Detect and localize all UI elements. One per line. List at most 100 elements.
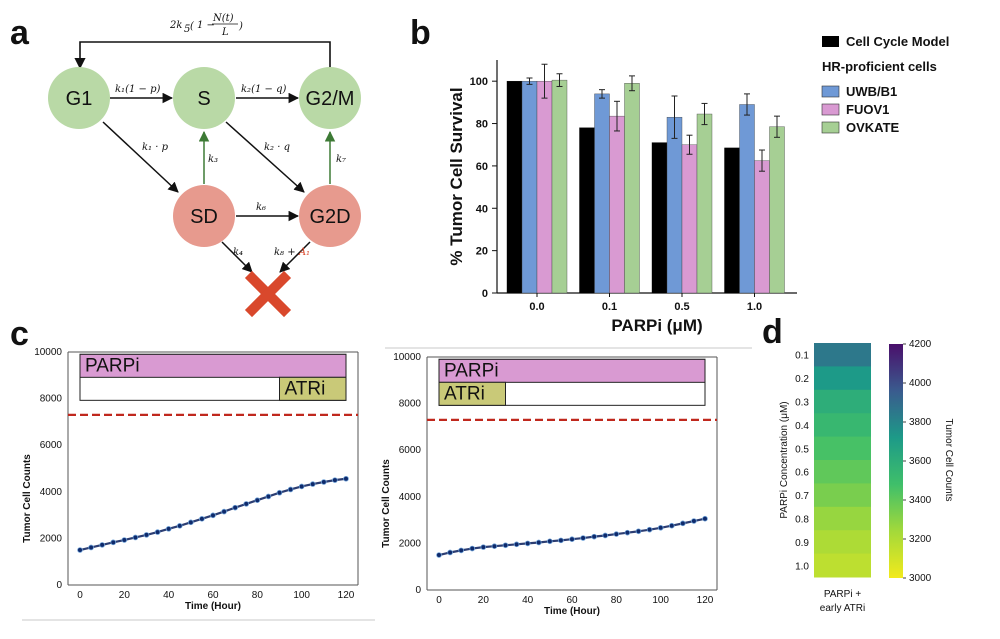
legend-swatch-uwb-b1: [821, 85, 840, 98]
tumor-count-point: [535, 539, 542, 546]
bar-y-tick-label: 40: [476, 203, 488, 215]
line-x-tick-label: 20: [478, 595, 490, 606]
heatmap-row-label: 0.9: [795, 538, 809, 549]
cell-death-x-icon: [244, 270, 292, 318]
colorbar-tick-label: 3000: [909, 573, 932, 584]
tumor-count-point: [458, 547, 464, 554]
rate-s-g2m: k₂(1 − q): [241, 84, 286, 95]
bar-uwb-b1-1.0: [739, 104, 755, 294]
bar-ovkate-0.1: [624, 83, 640, 294]
line-y-tick-label: 4000: [399, 492, 422, 503]
tumor-count-point: [121, 537, 128, 543]
line-x-tick-label: 0: [436, 595, 442, 606]
tumor-count-point: [569, 536, 575, 543]
tumor-count-point: [332, 477, 338, 483]
line-chart-late-atri: 0 2000 4000 6000 8000 10000 0 20 40 60 80 100 120 Tim…: [22, 347, 359, 612]
node-sd-label: SD: [190, 206, 218, 228]
tumor-count-point: [436, 552, 442, 558]
line-y-tick-label: 6000: [40, 440, 63, 451]
tumor-count-point: [321, 479, 327, 485]
treatment-label-parpi: PARPi: [85, 355, 140, 376]
bar-ovkate-0.5: [696, 113, 713, 294]
heatmap-cell-0.4: [814, 413, 871, 438]
bar-legend: Cell Cycle Model HR-proficient cells UWB/B…: [821, 34, 949, 135]
feedback-rate-label: 2k 5 ( 1 − N(t) L ): [169, 13, 243, 38]
legend-label-cell-cycle-model: Cell Cycle Model: [846, 34, 949, 49]
line-x-tick-label: 0: [77, 590, 83, 601]
heatmap-row-label: 0.1: [795, 351, 809, 362]
legend-label-uwb-b1: UWB/B1: [846, 84, 897, 99]
line-chart-early-atri: 0 2000 4000 6000 8000 10000 0 20 40 60 80 100 120 Tim…: [381, 352, 718, 617]
legend-swatch-cell-cycle-model: [822, 36, 839, 47]
bar-y-tick-label: 100: [470, 76, 488, 88]
tumor-count-point: [210, 512, 216, 519]
node-s-label: S: [197, 88, 210, 110]
feedback-denominator: L: [221, 27, 229, 38]
legend-swatch-fuov1: [821, 103, 840, 116]
bar-fuov1-0.5: [681, 144, 698, 294]
tumor-count-point: [188, 519, 194, 526]
bar-y-tick-label: 20: [476, 246, 488, 258]
bar-y-tick-label: 60: [476, 161, 488, 173]
bar-cell-cycle-model-1.0: [724, 147, 740, 294]
line-y-tick-label: 10000: [34, 347, 62, 358]
heatmap-cell-0.8: [814, 506, 871, 531]
bar-fuov1-0.0: [536, 80, 553, 294]
heatmap-row-label: 0.8: [795, 515, 809, 526]
tumor-count-point: [602, 532, 609, 539]
heatmap-y-axis-title: PARPi Concentration (μM): [779, 401, 790, 518]
tumor-count-point: [99, 542, 105, 548]
line-x-tick-label: 120: [338, 590, 355, 601]
heatmap-cell-0.5: [814, 436, 871, 461]
panel-label-d: d: [762, 313, 783, 351]
line-x-tick-label: 100: [293, 590, 310, 601]
bar-ovkate-0.0: [551, 79, 568, 294]
bar-uwb-b1-0.0: [521, 80, 538, 294]
tumor-count-point: [558, 537, 564, 544]
feedback-arrow: [74, 41, 331, 70]
colorbar: [889, 344, 903, 578]
tumor-count-point: [691, 518, 697, 524]
node-sd: SD: [173, 185, 235, 247]
heatmap-cell-0.2: [814, 366, 871, 391]
heatmap-x-label-line2: early ATRi: [820, 603, 865, 614]
line-y-tick-label: 8000: [399, 399, 422, 410]
bar-y-tick-label: 0: [482, 288, 488, 300]
tumor-count-point: [199, 516, 205, 522]
tumor-count-point: [635, 528, 642, 535]
bar-x-tick-label: 1.0: [747, 301, 762, 313]
arrow-g1-sd: [102, 121, 179, 193]
heatmap-row-label: 0.5: [795, 444, 809, 455]
colorbar-tick-label: 3400: [909, 495, 932, 506]
rate-g1-sd: k₁ · p: [142, 142, 169, 153]
line-y-axis-title: Tumor Cell Counts: [22, 454, 33, 543]
panel-d: d 0.1 0.2 0.3 0.4 0.5 0.6 0.7 0.8 0.9 1.0 PARPi Co…: [762, 313, 954, 614]
rate-g1-s: k₁(1 − p): [115, 84, 160, 95]
bar-uwb-b1-0.5: [666, 116, 683, 294]
line-y-axis-title: Tumor Cell Counts: [381, 459, 392, 548]
arrow-s-g2d: [225, 121, 305, 193]
tumor-count-point: [165, 526, 172, 532]
colorbar-tick-label: 3600: [909, 456, 932, 467]
tumor-count-point: [232, 504, 238, 511]
tumor-count-point: [624, 529, 631, 536]
line-y-tick-label: 0: [56, 580, 62, 591]
line-x-tick-label: 120: [697, 595, 714, 606]
line-y-tick-label: 6000: [399, 445, 422, 456]
bar-x-axis-title: PARPi (μM): [611, 316, 702, 335]
panel-a: a 2k 5 ( 1 − N(t) L ) k₁(1 − p) k₂(1 − q…: [10, 13, 361, 318]
tumor-count-point: [513, 541, 520, 548]
colorbar-title: Tumor Cell Counts: [943, 419, 954, 502]
tumor-count-point: [221, 508, 227, 515]
rate-sd-s: k₃: [208, 154, 218, 165]
tumor-count-point: [657, 524, 664, 531]
arrow-sd-death: [221, 241, 253, 273]
rate-sd-g2d: k₆: [256, 202, 266, 213]
tumor-count-point: [88, 544, 94, 551]
tumor-count-point: [469, 545, 476, 552]
heatmap-row-label: 1.0: [795, 561, 809, 572]
tumor-count-point: [77, 547, 83, 553]
tumor-count-point: [447, 549, 453, 556]
feedback-one-minus: 1 −: [197, 20, 215, 31]
